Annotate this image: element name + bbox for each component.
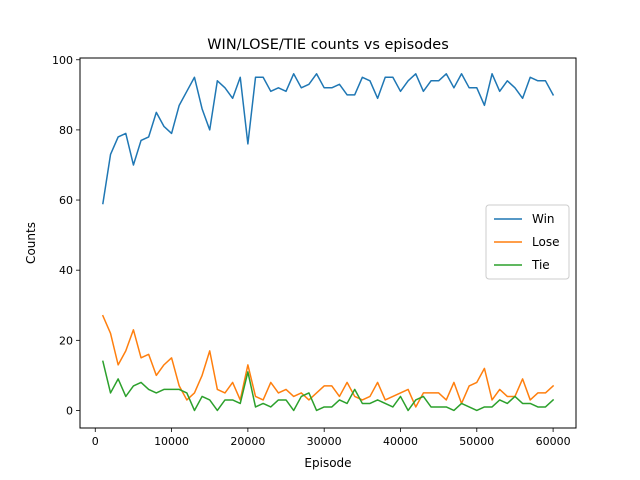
plot-frame	[79, 57, 577, 429]
y-tick-label: 40	[59, 264, 73, 277]
x-tick-label: 50000	[459, 435, 494, 448]
series-line-lose	[101, 314, 555, 408]
x-axis-ticks: 0 10000 20000 30000 40000 50000 60000	[92, 428, 571, 448]
x-tick-label: 0	[92, 435, 99, 448]
legend-box	[485, 204, 570, 280]
legend-label-win: Win	[532, 212, 555, 226]
y-tick-label: 60	[59, 194, 73, 207]
legend: Win Lose Tie	[485, 204, 570, 280]
legend-label-tie: Tie	[531, 258, 550, 272]
y-axis-label: Counts	[24, 222, 38, 264]
legend-label-lose: Lose	[532, 235, 559, 249]
y-tick-label: 80	[59, 124, 73, 137]
x-tick-label: 30000	[307, 435, 342, 448]
x-axis-label: Episode	[304, 456, 351, 470]
y-tick-label: 20	[59, 334, 73, 347]
y-tick-label: 100	[52, 54, 73, 67]
x-tick-label: 10000	[154, 435, 189, 448]
x-tick-label: 40000	[383, 435, 418, 448]
plot-lines	[101, 73, 555, 412]
x-tick-label: 60000	[536, 435, 571, 448]
chart-title: WIN/LOSE/TIE counts vs episodes	[207, 37, 449, 53]
y-axis-ticks: 0 20 40 60 80 100	[52, 54, 80, 417]
x-tick-label: 20000	[230, 435, 265, 448]
series-line-tie	[101, 360, 555, 412]
y-tick-label: 0	[66, 404, 73, 417]
series-line-win	[102, 73, 555, 205]
